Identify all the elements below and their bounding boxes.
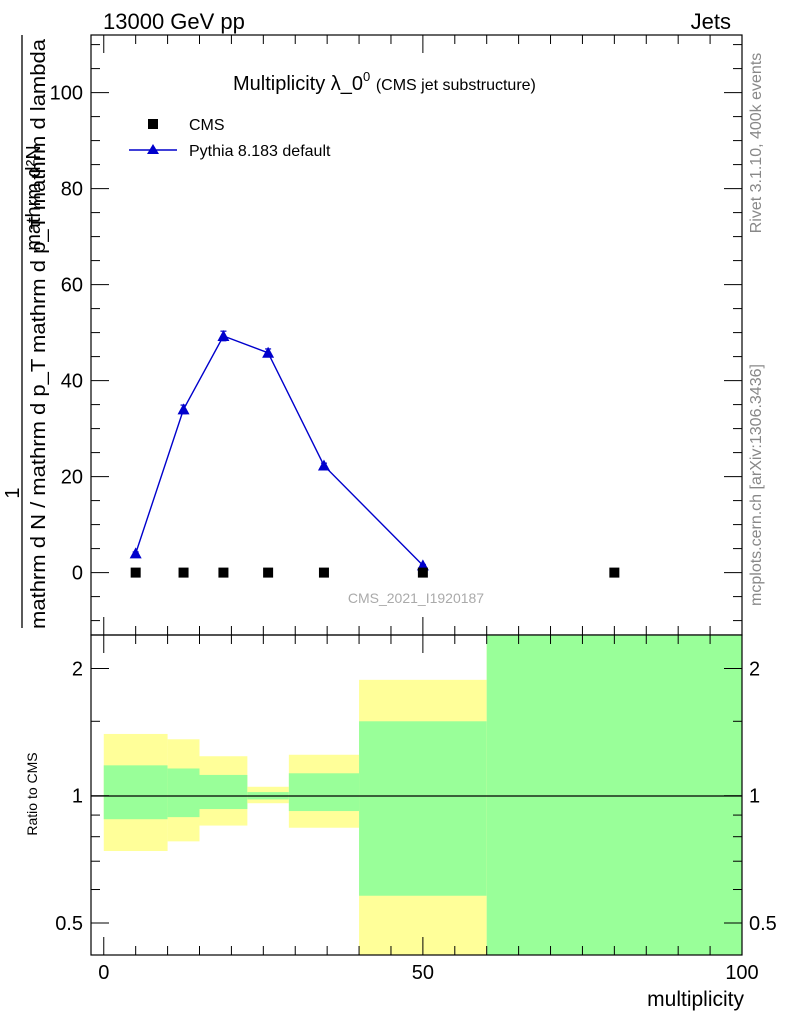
pythia-point xyxy=(217,329,230,341)
cms-point xyxy=(218,567,229,578)
rivet-version-label: Rivet 3.1.10, 400k events xyxy=(748,53,765,234)
pythia-point xyxy=(129,547,142,559)
ratio-x-axis: 0 50 100 xyxy=(98,635,759,984)
pythia-line xyxy=(135,335,424,566)
ratio-y-axis: 0.5 0.5 1 1 2 2 xyxy=(55,658,777,935)
chart-title-main: Multiplicity λ_0 xyxy=(233,73,363,95)
ratio-inner-band xyxy=(486,635,742,955)
pythia-point xyxy=(317,459,330,471)
ratio-bands xyxy=(103,635,742,955)
cms-point xyxy=(609,567,620,578)
x-axis-label: multiplicity xyxy=(647,988,744,1011)
chart-title-suffix: (CMS jet substructure) xyxy=(376,77,536,94)
cms-point xyxy=(130,567,141,578)
cms-point xyxy=(178,567,189,578)
main-y-tick-label: 80 xyxy=(61,179,83,201)
ylabel-denominator: mathrm d N / mathrm d p_T mathrm d p_T m… xyxy=(28,38,50,629)
header-jets-label: Jets xyxy=(691,9,731,34)
chart-title-superscript: 0 xyxy=(363,69,370,84)
pythia-point xyxy=(262,346,275,358)
ratio-inner-band xyxy=(199,774,248,810)
main-y-axis-label: 1 mathrm d²N mathrm d N / mathrm d p_T m… xyxy=(2,35,50,629)
ratio-inner-band xyxy=(103,765,168,820)
ylabel-numerator: mathrm d²N xyxy=(23,145,45,251)
main-y-tick-label: 100 xyxy=(50,83,83,105)
ratio-y-tick-label-right: 2 xyxy=(749,658,760,680)
legend-cms-marker xyxy=(148,119,158,129)
ratio-inner-band xyxy=(167,768,200,818)
ratio-x-tick-label: 100 xyxy=(725,962,758,984)
mcplots-label: mcplots.cern.ch [arXiv:1306.3436] xyxy=(748,364,765,606)
ylabel-prefix: 1 xyxy=(2,487,24,498)
cms-point xyxy=(318,567,329,578)
legend-pythia-label: Pythia 8.183 default xyxy=(189,143,331,160)
ratio-y-tick-label: 1 xyxy=(72,786,83,808)
analysis-label: CMS_2021_I1920187 xyxy=(348,590,484,606)
ratio-y-axis-label: Ratio to CMS xyxy=(24,752,40,835)
ratio-x-tick-label: 0 xyxy=(98,962,109,984)
main-y-tick-label: 0 xyxy=(72,563,83,585)
cms-point xyxy=(417,567,428,578)
main-y-axis: 0 20 40 60 80 100 xyxy=(50,44,742,622)
main-y-tick-label: 60 xyxy=(61,275,83,297)
chart-title: Multiplicity λ_00 (CMS jet substructure) xyxy=(233,64,536,95)
ratio-inner-band xyxy=(288,773,360,812)
ratio-y-tick-label-right: 0.5 xyxy=(749,913,777,935)
ratio-y-tick-label: 2 xyxy=(72,658,83,680)
pythia-point xyxy=(177,403,190,415)
cms-point xyxy=(263,567,274,578)
ratio-x-tick-label: 50 xyxy=(412,962,434,984)
legend-cms-label: CMS xyxy=(189,117,225,134)
ratio-y-tick-label-right: 1 xyxy=(749,786,760,808)
main-y-tick-label: 40 xyxy=(61,371,83,393)
ratio-plot-frame xyxy=(90,634,743,956)
ratio-y-tick-label: 0.5 xyxy=(55,913,83,935)
main-y-tick-label: 20 xyxy=(61,467,83,489)
main-x-axis-ticks xyxy=(103,35,743,635)
ratio-inner-band xyxy=(359,721,487,896)
main-series-group xyxy=(129,329,620,578)
legend: CMS Pythia 8.183 default xyxy=(129,117,331,160)
header-energy-label: 13000 GeV pp xyxy=(103,9,245,34)
ratio-plot: 0.5 0.5 1 1 2 2 0 50 100 Ratio to CMS multiplic… xyxy=(24,634,777,1011)
legend-pythia-marker xyxy=(147,144,159,154)
